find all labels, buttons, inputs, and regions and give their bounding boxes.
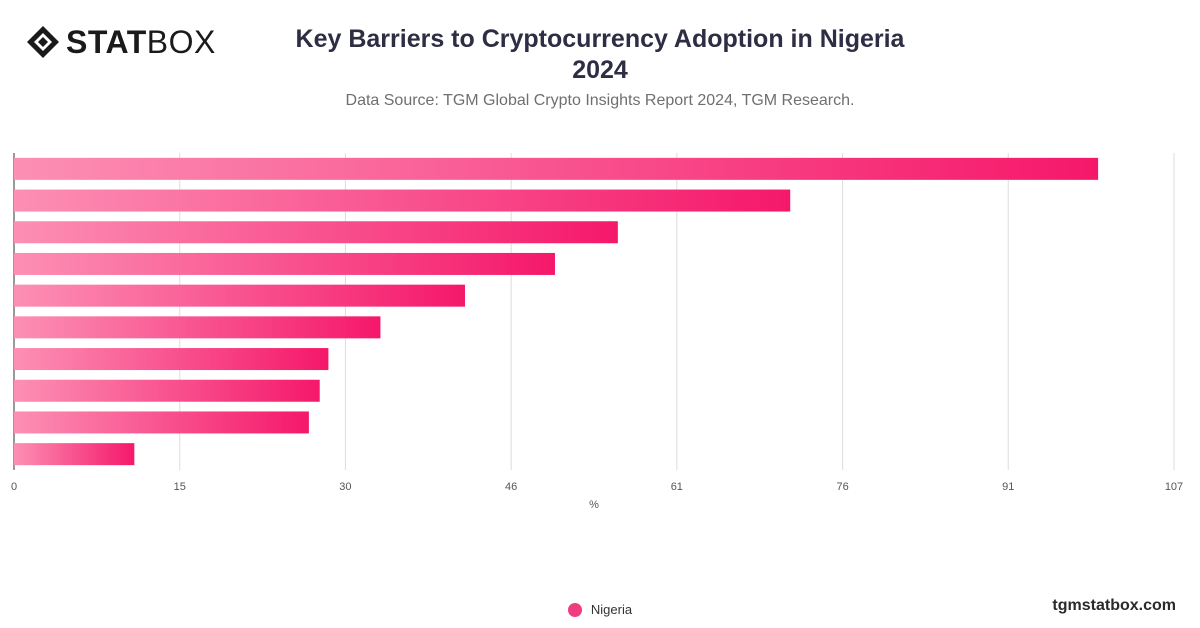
x-axis-ticks: 0 15 30 46 61 76 91 107 xyxy=(11,481,1183,493)
bar-chart: 0 15 30 46 61 76 91 107 % xyxy=(11,153,1183,511)
bar-8[interactable] xyxy=(14,379,320,402)
x-tick-label: 61 xyxy=(671,481,683,493)
bar-5[interactable] xyxy=(14,284,465,307)
logo-light-text: BOX xyxy=(146,24,216,60)
logo-bold-text: STAT xyxy=(66,24,147,60)
x-tick-label: 46 xyxy=(505,481,517,493)
x-tick-label: 76 xyxy=(836,481,848,493)
x-tick-label: 15 xyxy=(174,481,186,493)
site-url: tgmstatbox.com xyxy=(1052,597,1176,614)
bar-7[interactable] xyxy=(14,348,329,371)
x-axis-label: % xyxy=(589,499,599,511)
statbox-logo: STATBOX xyxy=(26,22,216,62)
chart-subtitle: Data Source: TGM Global Crypto Insights … xyxy=(345,92,855,109)
diamond-logo-icon xyxy=(27,26,59,58)
x-tick-label: 107 xyxy=(1165,481,1183,493)
chart-title: Key Barriers to Cryptocurrency Adoption … xyxy=(280,24,920,86)
bars xyxy=(14,157,1099,466)
logo-wordmark: STATBOX xyxy=(66,22,216,62)
bar-10[interactable] xyxy=(14,443,135,466)
bar-3[interactable] xyxy=(14,221,618,244)
bar-1[interactable] xyxy=(14,157,1099,180)
legend[interactable]: Nigeria xyxy=(0,602,1200,617)
bar-9[interactable] xyxy=(14,411,309,434)
x-tick-label: 30 xyxy=(339,481,351,493)
legend-label-nigeria: Nigeria xyxy=(590,602,633,617)
chart-title-line1: Key Barriers to Cryptocurrency Adoption … xyxy=(295,25,905,53)
bar-4[interactable] xyxy=(14,252,555,275)
x-tick-label: 91 xyxy=(1002,481,1014,493)
bar-2[interactable] xyxy=(14,189,791,212)
chart-title-line2: 2024 xyxy=(572,56,628,84)
x-tick-label: 0 xyxy=(11,481,17,493)
legend-swatch-nigeria xyxy=(567,602,582,617)
bar-6[interactable] xyxy=(14,316,381,339)
